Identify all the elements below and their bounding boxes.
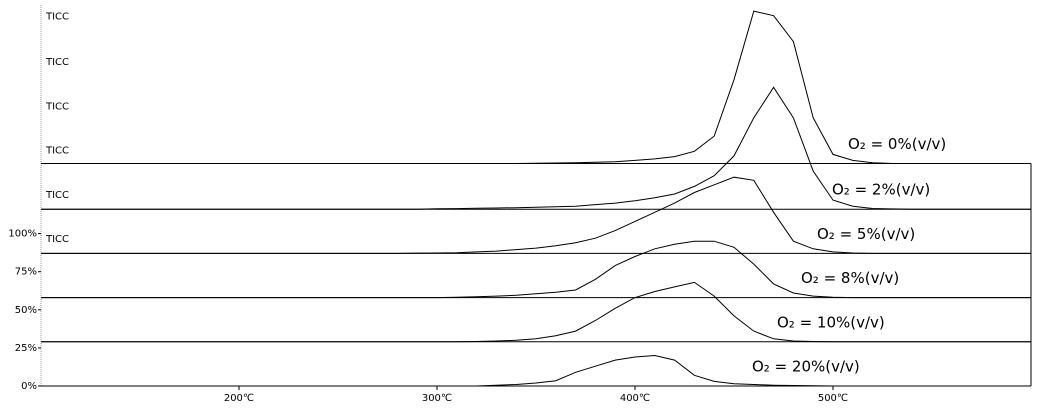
series-name: O₂ = 10%(v/v) (777, 313, 885, 331)
panel-label: TICC (45, 11, 69, 22)
series-name: O₂ = 20%(v/v) (752, 358, 860, 376)
panel-label: TICC (45, 57, 69, 68)
x-tick-label: 500℃ (818, 393, 848, 404)
x-tick-label: 400℃ (620, 393, 650, 404)
trace (41, 10, 1031, 164)
trace (41, 176, 1031, 254)
x-tick-label: 200℃ (224, 393, 254, 404)
trace (41, 240, 1031, 299)
series-name: O₂ = 8%(v/v) (801, 269, 899, 287)
y-tick-label: 50% (15, 305, 37, 316)
y-tick-label: 25% (15, 343, 37, 354)
x-tick-label: 300℃ (422, 393, 452, 404)
y-tick-label: 75% (15, 267, 37, 278)
trace (41, 281, 1031, 343)
panel-label: TICC (45, 190, 69, 201)
panel-label: TICC (45, 146, 69, 157)
panel-label: TICC (45, 234, 69, 245)
series-name: O₂ = 0%(v/v) (848, 135, 946, 153)
trace (41, 86, 1031, 210)
series-name: O₂ = 2%(v/v) (832, 181, 930, 199)
panel-label: TICC (45, 101, 69, 112)
y-tick-label: 100% (8, 229, 37, 240)
y-tick-label: 0% (21, 381, 37, 392)
series-name: O₂ = 5%(v/v) (817, 225, 915, 243)
